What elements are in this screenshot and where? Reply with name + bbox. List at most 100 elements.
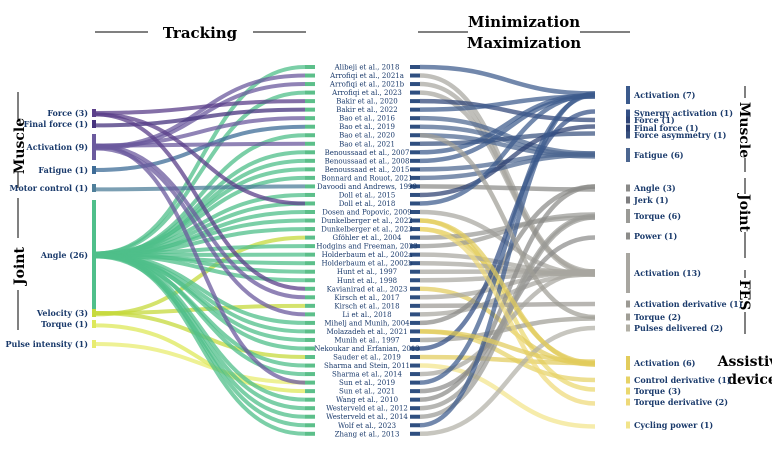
paper-label: Bonnard and Rouot, 2021 <box>321 174 412 182</box>
paper-label: Arrofiqi et al., 2023 <box>331 89 402 97</box>
paper-bar-right <box>410 133 420 138</box>
paper-bar-left <box>305 414 315 419</box>
paper-label: Westerveld et al., 2012 <box>326 405 408 413</box>
paper-bar-left <box>305 218 315 223</box>
paper-bar-left <box>305 82 315 87</box>
paper-label: Benoussaad et al., 2008 <box>325 157 410 165</box>
right-node-bar <box>626 209 630 223</box>
links-layer <box>94 64 596 437</box>
paper-bar-left <box>305 141 315 146</box>
paper-label: Wang et al., 2010 <box>336 396 398 404</box>
right-node-bar <box>626 313 630 321</box>
paper-bar-left <box>305 184 315 189</box>
right-node-bar <box>626 86 630 104</box>
right-node-label: Cycling power (1) <box>634 420 713 430</box>
paper-bar-right <box>410 150 420 155</box>
left-group-muscle: Muscle <box>12 118 28 174</box>
paper-label: Doll et al., 2018 <box>339 200 396 208</box>
left-node-label: Torque (1) <box>41 319 88 329</box>
tracking-link <box>94 112 306 206</box>
paper-label: Benoussaad et al., 2007 <box>325 149 410 157</box>
minmax-link <box>419 354 596 366</box>
minmax-link <box>419 132 596 320</box>
paper-bar-right <box>410 235 420 240</box>
right-node-label: Fatigue (6) <box>634 150 684 160</box>
paper-bar-right <box>410 329 420 334</box>
paper-bar-right <box>410 201 420 206</box>
paper-bar-left <box>305 355 315 360</box>
paper-label: Sun et al., 2021 <box>339 388 395 396</box>
paper-label: Wolf et al., 2023 <box>338 422 396 430</box>
right-node-bar <box>626 376 630 384</box>
paper-bar-right <box>410 210 420 215</box>
paper-bar-right <box>410 82 420 87</box>
left-node-bar <box>92 340 96 348</box>
left-node-bar <box>92 184 96 192</box>
right-node-label: Torque (2) <box>634 312 681 322</box>
paper-label: Hunt et al., 1997 <box>337 268 397 276</box>
paper-bar-right <box>410 192 420 197</box>
paper-bar-right <box>410 372 420 377</box>
left-node-bar <box>92 120 96 128</box>
left-node-label: Force (3) <box>47 108 88 118</box>
paper-bar-right <box>410 252 420 257</box>
paper-bar-left <box>305 150 315 155</box>
paper-label: Mihelj and Munih, 2004 <box>324 319 410 327</box>
paper-label: Arrofiqi et al., 2021b <box>329 81 405 89</box>
paper-bar-left <box>305 337 315 342</box>
tracking-link <box>94 253 306 436</box>
paper-bar-left <box>305 269 315 274</box>
paper-bar-right <box>410 320 420 325</box>
paper-label: Hodgins and Freeman, 2023 <box>316 243 417 251</box>
paper-label: Molazadeh et al., 2021 <box>326 328 407 336</box>
right-node-bar <box>626 387 630 395</box>
right-node-bar <box>626 232 630 240</box>
right-node-label: Power (1) <box>634 231 677 241</box>
left-node-bar <box>92 309 96 317</box>
paper-label: Benoussaad et al., 2015 <box>325 166 410 174</box>
paper-label: Westerveld et al., 2014 <box>326 413 408 421</box>
paper-bar-right <box>410 269 420 274</box>
minmax-link <box>419 325 596 437</box>
paper-bar-right <box>410 380 420 385</box>
minmax-link <box>419 152 596 181</box>
paper-label: Doll et al., 2015 <box>339 191 396 199</box>
paper-bar-right <box>410 312 420 317</box>
paper-bar-left <box>305 107 315 112</box>
paper-bar-left <box>305 116 315 121</box>
paper-bar-right <box>410 261 420 266</box>
paper-bar-left <box>305 346 315 351</box>
paper-bar-left <box>305 158 315 163</box>
minmax-link <box>419 226 596 406</box>
left-group-joint: Joint <box>12 247 28 287</box>
right-node-bar <box>626 253 630 293</box>
paper-label: Bao et al., 2019 <box>339 123 395 131</box>
tracking-link <box>94 99 306 115</box>
paper-label: Sauder et al., 2019 <box>333 354 401 362</box>
right-node-label: Final force (1) <box>634 123 699 133</box>
paper-bar-right <box>410 184 420 189</box>
nodes-layer: Force (3)Final force (1)Activation (9)Fa… <box>5 64 742 439</box>
paper-label: Zhang et al., 2013 <box>335 430 400 438</box>
right-node-bar <box>626 184 630 192</box>
paper-label: Bakir et al., 2020 <box>336 98 397 106</box>
left-node-bar <box>92 134 96 160</box>
header-minimization: Minimization <box>468 13 580 31</box>
minmax-link <box>419 91 596 428</box>
paper-bar-left <box>305 124 315 129</box>
paper-bar-right <box>410 286 420 291</box>
right-group-muscle: Muscle <box>736 102 752 158</box>
header-maximization: Maximization <box>467 34 581 52</box>
right-group-assistive: Assistive <box>717 354 772 370</box>
right-node-label: Angle (3) <box>633 183 676 193</box>
paper-label: Sharma and Stein, 2011 <box>324 362 410 370</box>
paper-label: Bao et al., 2020 <box>339 132 395 140</box>
right-node-label: Pulses delivered (2) <box>634 323 723 333</box>
right-node-label: Activation (6) <box>633 358 696 368</box>
paper-label: Alibeji et al., 2018 <box>334 64 400 72</box>
paper-bar-right <box>410 303 420 308</box>
paper-bar-right <box>410 431 420 436</box>
tracking-link <box>94 124 306 172</box>
paper-label: Nekoukar and Erfanian, 2013 <box>314 345 420 353</box>
paper-bar-left <box>305 210 315 215</box>
